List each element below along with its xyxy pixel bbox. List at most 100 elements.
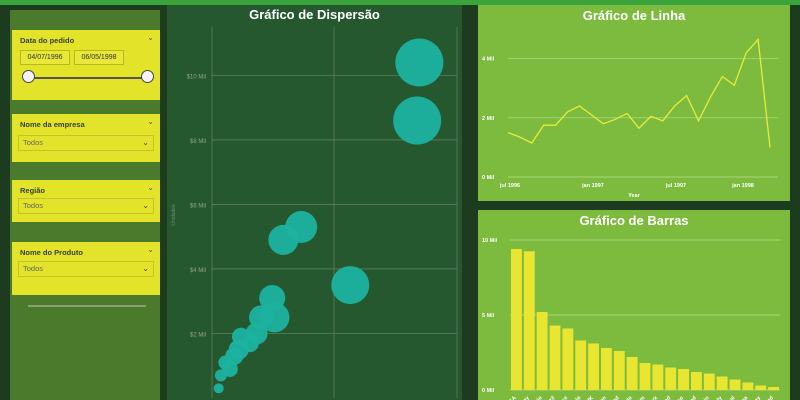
chevron-down-icon[interactable]: ⌄ xyxy=(147,117,154,126)
x-tick-label: gal xyxy=(727,395,737,400)
chevron-down-icon[interactable]: ⌄ xyxy=(147,245,154,254)
x-tick-label: UK xyxy=(585,395,595,400)
line-series xyxy=(507,37,771,148)
y-tick-label: 5 Mil xyxy=(482,313,495,319)
chevron-down-icon: ⌄ xyxy=(142,264,149,273)
line-chart-panel: Gráfico de Linha 0 Mil 2 Mil 4 Mil jul 1996… xyxy=(478,5,790,201)
scatter-point xyxy=(331,266,370,305)
line-plot[interactable]: 0 Mil 2 Mil 4 Mil jul 1996 jan 1997 jul 1997 j… xyxy=(478,5,790,201)
y-tick-label: 4 Mil xyxy=(482,57,495,63)
bar xyxy=(716,376,728,390)
scatter-plot[interactable]: $2 Mil $4 Mil $6 Mil $8 Mil $10 Mil Unidades xyxy=(167,5,462,400)
x-tick-label: jan 1997 xyxy=(581,183,604,189)
bar xyxy=(523,251,535,390)
bar xyxy=(536,312,548,390)
bar xyxy=(755,385,767,390)
start-date-field[interactable]: 04/07/1996 xyxy=(20,50,70,65)
product-dropdown-value: Todos xyxy=(23,264,44,273)
x-tick-label: way xyxy=(750,395,763,400)
top-accent-bar xyxy=(0,0,800,5)
bar xyxy=(678,369,689,390)
bar xyxy=(511,249,522,390)
y-tick-label: 10 Mil xyxy=(482,238,498,244)
bar xyxy=(691,372,702,390)
chevron-down-icon: ⌄ xyxy=(142,201,149,210)
bar xyxy=(665,367,677,390)
region-dropdown[interactable]: Todos ⌄ xyxy=(18,198,154,214)
x-tick-label: and xyxy=(661,395,672,400)
bar xyxy=(729,379,741,390)
y-tick-label: $8 Mil xyxy=(190,139,206,145)
y-tick-label: $10 Mil xyxy=(187,74,206,80)
product-slicer: Nome do Produto ⌄ Todos ⌄ xyxy=(12,242,160,295)
x-tick-label: ark xyxy=(649,395,660,400)
scatter-point xyxy=(213,383,224,394)
x-axis-title: Year xyxy=(628,193,640,199)
y-tick-label: $6 Mil xyxy=(190,203,206,209)
bar xyxy=(613,351,625,390)
scatter-point xyxy=(393,96,442,145)
x-tick-label: ain xyxy=(701,395,711,400)
bar-chart-title: Gráfico de Barras xyxy=(579,213,689,228)
bar xyxy=(639,363,651,390)
filter-divider xyxy=(28,305,146,307)
x-tick-label: ina xyxy=(739,395,750,400)
product-dropdown[interactable]: Todos ⌄ xyxy=(18,261,154,277)
bar xyxy=(601,348,612,390)
chevron-down-icon[interactable]: ⌄ xyxy=(147,183,154,192)
end-date-field[interactable]: 06/05/1998 xyxy=(74,50,124,65)
line-chart-title: Gráfico de Linha xyxy=(582,8,686,23)
bar xyxy=(575,340,587,390)
bar xyxy=(768,387,779,390)
x-tick-label: jan 1998 xyxy=(731,183,754,189)
date-slicer-title: Data do pedido xyxy=(20,36,75,45)
region-slicer-title: Região xyxy=(20,186,46,195)
company-dropdown[interactable]: Todos ⌄ xyxy=(18,135,154,151)
y-tick-label: 0 Mil xyxy=(482,175,495,181)
region-dropdown-value: Todos xyxy=(23,201,44,210)
chevron-down-icon[interactable]: ⌄ xyxy=(147,33,154,42)
chevron-down-icon: ⌄ xyxy=(142,138,149,147)
bar xyxy=(626,357,638,390)
x-tick-label: ada xyxy=(623,395,635,400)
x-tick-label: and xyxy=(687,395,698,400)
x-tick-label: aly xyxy=(714,395,724,400)
x-tick-label: jul 1996 xyxy=(499,183,520,189)
bar-chart-panel: Gráfico de Barras 0 Mil 5 Mil 10 Mil USAany… xyxy=(478,210,790,400)
x-tick-label: ela xyxy=(572,395,582,400)
x-tick-label: any xyxy=(520,395,532,400)
bar xyxy=(588,343,599,390)
scatter-point xyxy=(259,284,286,311)
company-dropdown-value: Todos xyxy=(23,138,44,147)
scatter-chart-title: Gráfico de Dispersão xyxy=(249,7,380,22)
x-tick-label: and xyxy=(610,395,621,400)
bar xyxy=(549,325,561,390)
x-tick-label: ium xyxy=(635,395,646,400)
scatter-point xyxy=(395,38,444,87)
bar xyxy=(652,364,664,390)
date-slicer: Data do pedido ⌄ 04/07/1996 06/05/1998 xyxy=(12,30,160,100)
y-tick-label: $4 Mil xyxy=(190,268,206,274)
x-tick-label: USA xyxy=(505,395,517,400)
x-tick-label: ico xyxy=(675,395,685,400)
x-tick-label: den xyxy=(597,395,609,400)
product-slicer-title: Nome do Produto xyxy=(20,248,83,257)
date-range-track[interactable] xyxy=(28,77,148,79)
company-slicer-title: Nome da empresa xyxy=(20,120,85,129)
y-tick-label: 2 Mil xyxy=(482,116,495,122)
company-slicer: Nome da empresa ⌄ Todos ⌄ xyxy=(12,114,160,162)
bar xyxy=(562,328,574,390)
bar xyxy=(703,373,715,390)
bar xyxy=(742,382,754,390)
y-tick-label: 0 Mil xyxy=(482,388,495,394)
x-tick-label: ria xyxy=(535,395,545,400)
x-tick-label: zil xyxy=(548,395,557,400)
scatter-point xyxy=(285,211,318,244)
end-date-handle[interactable] xyxy=(141,70,154,83)
start-date-handle[interactable] xyxy=(22,70,35,83)
x-tick-label: jul 1997 xyxy=(665,183,686,189)
y-axis-label: Unidades xyxy=(171,204,177,226)
scatter-chart-panel: Gráfico de Dispersão $2 Mil $4 Mil $6 Mil $… xyxy=(167,5,462,400)
x-tick-label: nce xyxy=(558,395,569,400)
